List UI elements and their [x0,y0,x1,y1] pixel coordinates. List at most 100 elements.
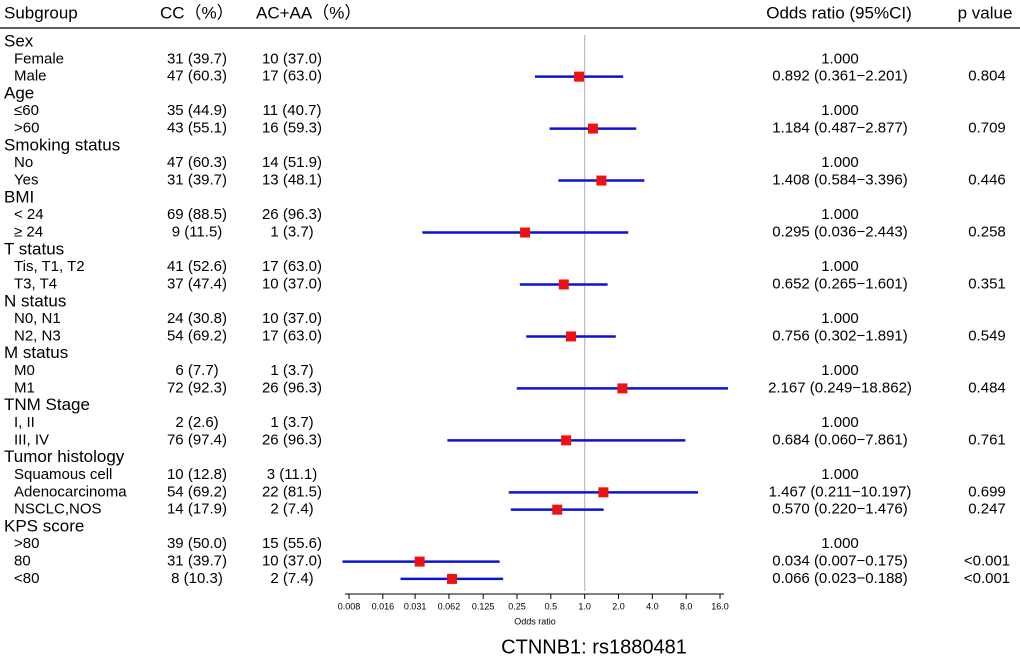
cc-count: 54 (69.2) [167,327,227,344]
acaa-count: 14 (51.9) [262,154,322,171]
acaa-count: 10 (37.0) [262,310,322,327]
cc-count: 35 (44.9) [167,102,227,119]
x-tick-label: 0.008 [338,601,361,611]
or-ci: 0.892 (0.361−2.201) [772,68,908,85]
or-ci: 1.000 [821,362,859,379]
estimate-marker [561,435,572,446]
acaa-count: 10 (37.0) [262,553,322,570]
p-value: 0.699 [968,483,1006,500]
cc-count: 24 (30.8) [167,310,227,327]
row-label: I, II [14,414,35,431]
row-label: ≤60 [14,102,39,119]
group-label: KPS score [4,516,84,535]
row-label: NSCLC,NOS [14,501,102,518]
p-value: <0.001 [964,570,1010,587]
or-ci: 1.000 [821,206,859,223]
or-ci: 1.000 [821,102,859,119]
estimate-marker [574,71,585,82]
acaa-count: 11 (40.7) [263,102,322,119]
or-ci: 1.408 (0.584−3.396) [772,172,908,189]
row-label: N2, N3 [14,327,61,344]
or-ci: 1.000 [821,50,859,67]
or-ci: 1.000 [821,258,859,275]
group-label: TNM Stage [4,395,90,414]
acaa-count: 26 (96.3) [262,379,322,396]
or-ci: 0.066 (0.023−0.188) [772,570,908,587]
or-ci: 0.034 (0.007−0.175) [772,553,908,570]
row-label: Female [14,50,64,67]
or-ci: 0.295 (0.036−2.443) [772,223,908,240]
row-label: <80 [14,570,39,587]
x-tick-label: 1.0 [578,601,591,611]
group-label: Sex [4,31,34,50]
acaa-count: 22 (81.5) [262,483,322,500]
cc-count: 2 (2.6) [175,414,218,431]
cc-count: 47 (60.3) [167,68,227,85]
acaa-count: 26 (96.3) [262,431,322,448]
or-ci: 0.684 (0.060−7.861) [772,431,908,448]
cc-count: 14 (17.9) [167,501,227,518]
header-cc: CC（%） [160,3,234,22]
p-value: 0.258 [968,223,1006,240]
acaa-count: 1 (3.7) [270,414,313,431]
cc-count: 43 (55.1) [167,120,227,137]
acaa-count: 17 (63.0) [262,327,322,344]
cc-count: 72 (92.3) [167,379,227,396]
or-ci: 1.000 [821,310,859,327]
x-tick-label: 0.25 [508,601,526,611]
acaa-count: 10 (37.0) [262,275,322,292]
header-or: Odds ratio (95%CI) [766,3,912,22]
or-ci: 1.000 [821,535,859,552]
row-label: No [14,154,33,171]
row-label: < 24 [14,206,44,223]
cc-count: 10 (12.8) [167,466,227,483]
group-label: BMI [4,187,34,206]
acaa-count: 3 (11.1) [267,466,318,483]
cc-count: 41 (52.6) [167,258,227,275]
x-tick-label: 0.031 [404,601,427,611]
x-tick-label: 8.0 [680,601,693,611]
estimate-marker [446,573,457,584]
acaa-count: 13 (48.1) [262,172,322,189]
estimate-marker [617,383,628,394]
p-value: 0.709 [968,120,1006,137]
cc-count: 31 (39.7) [167,553,227,570]
x-tick-label: 4.0 [646,601,659,611]
acaa-count: 1 (3.7) [270,223,313,240]
x-tick-label: 16.0 [711,601,729,611]
p-value: 0.484 [968,379,1006,396]
row-label: N0, N1 [14,310,61,327]
row-label: 80 [14,553,31,570]
or-ci: 1.000 [821,466,859,483]
group-label: Tumor histology [4,447,125,466]
x-tick-label: 2.0 [612,601,625,611]
group-label: M status [4,343,68,362]
acaa-count: 16 (59.3) [262,120,322,137]
row-label: T3, T4 [14,275,57,292]
row-label: Tis, T1, T2 [14,258,85,275]
or-ci: 1.184 (0.487−2.877) [772,120,908,137]
acaa-count: 17 (63.0) [262,68,322,85]
acaa-count: 1 (3.7) [270,362,313,379]
row-label: ≥ 24 [14,223,43,240]
estimate-marker [552,504,563,515]
row-label: Yes [14,172,38,189]
cc-count: 6 (7.7) [175,362,218,379]
cc-count: 69 (88.5) [167,206,227,223]
cc-count: 9 (11.5) [172,223,223,240]
x-tick-label: 0.016 [372,601,395,611]
estimate-marker [558,279,569,290]
estimate-marker [587,123,598,134]
cc-count: 54 (69.2) [167,483,227,500]
cc-count: 37 (47.4) [167,275,227,292]
estimate-marker [598,487,609,498]
row-label: >60 [14,120,39,137]
cc-count: 76 (97.4) [167,431,227,448]
acaa-count: 10 (37.0) [262,50,322,67]
x-tick-label: 0.5 [545,601,558,611]
or-ci: 1.467 (0.211−10.197) [769,483,912,500]
acaa-count: 2 (7.4) [270,570,313,587]
cc-count: 47 (60.3) [167,154,227,171]
group-label: T status [4,239,64,258]
